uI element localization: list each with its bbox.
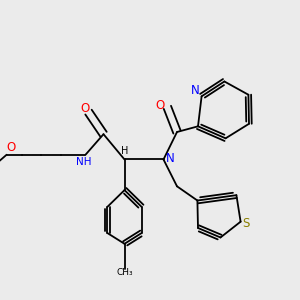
Text: CH₃: CH₃: [116, 268, 133, 277]
Text: O: O: [7, 141, 16, 154]
Text: NH: NH: [76, 157, 92, 167]
Text: N: N: [190, 84, 200, 97]
Text: O: O: [81, 102, 90, 116]
Text: N: N: [166, 152, 175, 165]
Text: H: H: [121, 146, 128, 156]
Text: S: S: [242, 217, 250, 230]
Text: O: O: [155, 99, 164, 112]
